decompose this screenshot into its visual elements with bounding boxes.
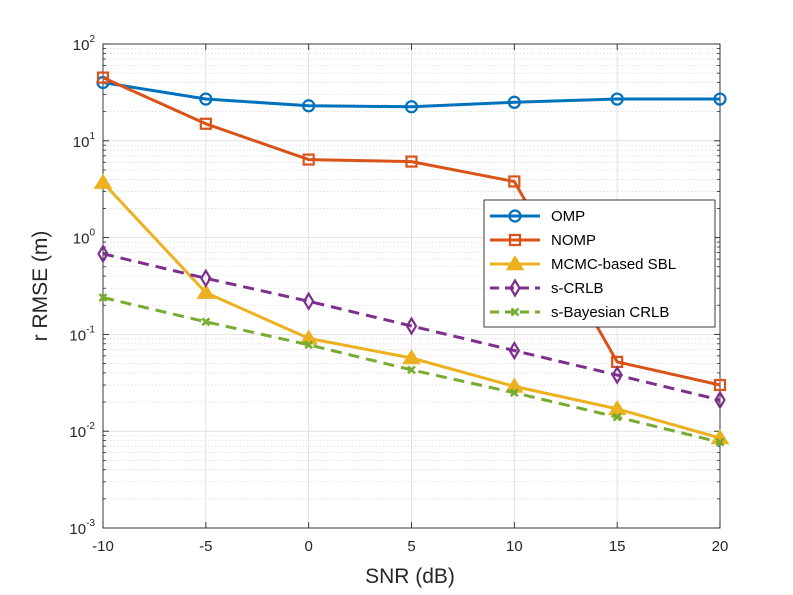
data-point-triangle (402, 349, 421, 365)
legend-label: s-CRLB (551, 280, 604, 297)
series-nomp (96, 71, 727, 392)
data-point-circle (713, 92, 727, 106)
data-point-circle (508, 209, 522, 223)
data-point-square (508, 233, 522, 247)
series-group (93, 71, 730, 447)
x-axis-label: SNR (dB) (365, 565, 455, 588)
legend-label: s-Bayesian CRLB (551, 304, 669, 321)
data-point-x (407, 365, 416, 375)
data-point-x (612, 412, 622, 422)
data-point-triangle (196, 283, 216, 299)
data-point-triangle (93, 173, 113, 189)
data-point-diamond (508, 340, 521, 361)
series-omp (96, 75, 727, 114)
data-point-x (509, 388, 519, 398)
data-point-diamond (405, 316, 418, 336)
x-tick-label: 15 (609, 538, 626, 555)
data-point-diamond (714, 390, 726, 410)
x-tick-label: -10 (92, 538, 114, 555)
legend-label: MCMC-based SBL (551, 256, 676, 273)
data-point-diamond (200, 268, 212, 288)
data-point-square (302, 153, 315, 166)
legend-entry: OMP (490, 208, 585, 225)
legend: OMP NOMP MCMC-based SBL s-CRLB s-Bayesian CR… (483, 199, 716, 328)
x-tick-label: 0 (304, 538, 312, 555)
data-point-square (199, 117, 212, 130)
data-point-circle (404, 100, 419, 114)
y-tick-label: 101 (73, 131, 96, 151)
data-point-triangle (505, 255, 525, 271)
data-point-x (304, 340, 314, 350)
data-point-x (201, 317, 211, 327)
legend-label: OMP (551, 208, 585, 225)
data-point-square (713, 378, 727, 392)
data-point-circle (610, 92, 624, 106)
data-point-x (98, 293, 108, 303)
data-point-square (405, 155, 418, 168)
data-point-square (508, 175, 521, 188)
data-point-diamond (509, 278, 521, 298)
x-tick-label: 10 (506, 538, 523, 555)
series-s-crlb (97, 244, 726, 410)
data-point-circle (507, 95, 521, 109)
y-axis-label: r RMSE (m) (29, 231, 52, 342)
data-point-diamond (97, 244, 109, 264)
y-tick-label: 10-2 (69, 421, 95, 441)
x-tick-label: -5 (199, 538, 212, 555)
y-tick-label: 10-3 (69, 518, 95, 538)
data-point-diamond (302, 291, 315, 311)
data-point-square (96, 71, 110, 84)
series-line (102, 76, 721, 387)
series-line (102, 81, 720, 109)
y-tick-label: 100 (73, 228, 96, 248)
series-s-bayesian-crlb (98, 293, 725, 447)
series-mcmc-based-sbl (93, 173, 730, 445)
data-point-diamond (611, 365, 623, 385)
legend-entry: s-CRLB (490, 278, 604, 298)
y-tick-label: 10-1 (69, 324, 95, 344)
x-tick-label: 20 (712, 538, 729, 555)
data-point-circle (302, 99, 316, 113)
data-point-triangle (607, 399, 627, 416)
legend-entry: MCMC-based SBL (490, 255, 676, 273)
data-point-x (510, 307, 520, 317)
legend-entry: NOMP (490, 232, 596, 249)
series-line (102, 252, 721, 402)
data-point-circle (199, 92, 213, 106)
data-point-x (715, 437, 725, 447)
legend-label: NOMP (551, 232, 596, 249)
x-tick-label: 5 (407, 538, 415, 555)
y-tick-label: 102 (73, 34, 96, 54)
legend-entry: s-Bayesian CRLB (490, 304, 669, 321)
